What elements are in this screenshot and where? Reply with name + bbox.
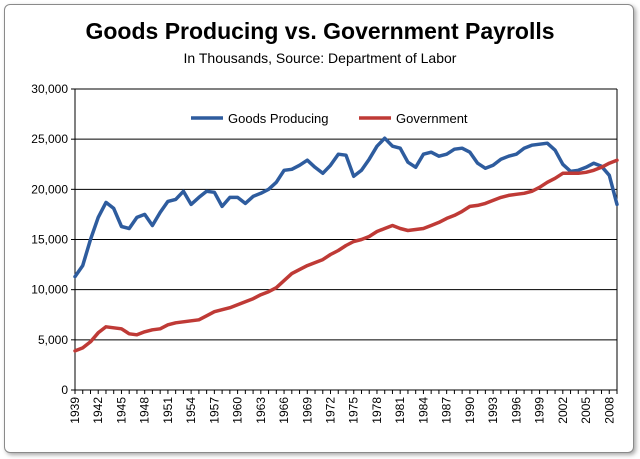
payrolls-line-chart: Goods Producing vs. Government Payrolls … (31, 18, 619, 424)
x-tick-label: 1975 (347, 397, 361, 424)
y-tick-label: 10,000 (31, 283, 68, 297)
y-tick-label: 15,000 (31, 233, 68, 247)
y-tick-label: 25,000 (31, 132, 68, 146)
x-axis-ticks: 1939 1942 1945 1948 1951 1954 1957 1960 1963 1966… (68, 390, 618, 424)
x-tick-label: 1969 (300, 397, 314, 424)
x-tick-label: 1972 (324, 397, 338, 424)
legend-label: Goods Producing (228, 111, 328, 126)
y-tick-label: 0 (61, 383, 68, 397)
x-tick-label: 1987 (440, 397, 454, 424)
x-tick-label: 1999 (533, 397, 547, 424)
series-line-government (73, 158, 619, 353)
chart-subtitle: In Thousands, Source: Department of Labo… (184, 50, 457, 66)
x-tick-label: 2002 (556, 397, 570, 424)
chart-title: Goods Producing vs. Government Payrolls (85, 18, 554, 44)
x-tick-label: 1957 (207, 397, 221, 424)
x-tick-label: 1951 (161, 397, 175, 424)
x-tick-label: 2008 (602, 397, 616, 424)
x-tick-label: 1993 (486, 397, 500, 424)
y-axis-ticks: 0 5,000 10,000 15,000 20,000 25,000 30,000 (31, 82, 75, 397)
x-tick-label: 1948 (138, 397, 152, 424)
legend-label: Government (396, 111, 468, 126)
x-tick-label: 1990 (463, 397, 477, 424)
series-lines (73, 136, 619, 353)
legend: Goods Producing Government (191, 111, 468, 126)
series-line-goods-producing (73, 136, 619, 279)
x-tick-label: 1963 (254, 397, 268, 424)
y-tick-label: 5,000 (38, 333, 68, 347)
x-tick-label: 1984 (416, 397, 430, 424)
x-tick-label: 1978 (370, 397, 384, 424)
x-tick-label: 1939 (68, 397, 82, 424)
x-tick-label: 1996 (509, 397, 523, 424)
x-tick-label: 1966 (277, 397, 291, 424)
x-tick-label: 1942 (91, 397, 105, 424)
gridlines (74, 88, 618, 391)
chart-frame: Goods Producing vs. Government Payrolls … (4, 4, 634, 453)
y-tick-label: 30,000 (31, 82, 68, 96)
x-tick-label: 1960 (231, 397, 245, 424)
x-tick-label: 1954 (184, 397, 198, 424)
y-tick-label: 20,000 (31, 182, 68, 196)
x-tick-label: 2005 (579, 397, 593, 424)
x-tick-label: 1945 (114, 397, 128, 424)
x-tick-label: 1981 (393, 397, 407, 424)
